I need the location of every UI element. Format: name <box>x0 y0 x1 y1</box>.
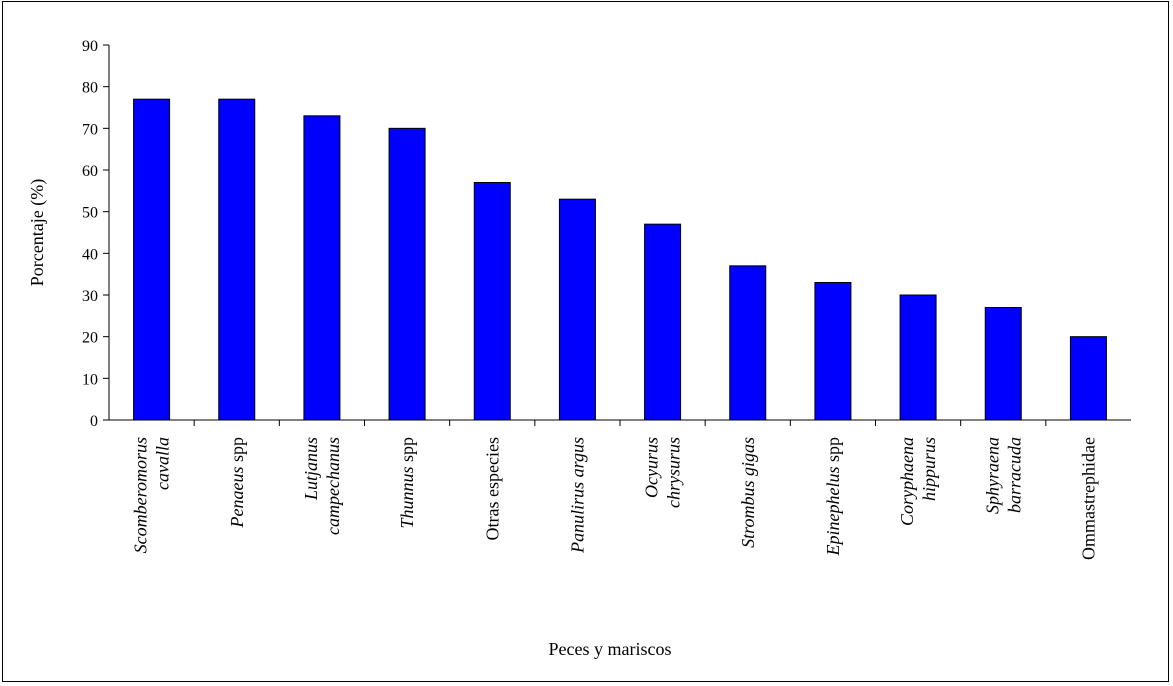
y-tick-label: 70 <box>82 121 98 138</box>
x-tick-label: Ocyurus <box>642 437 662 498</box>
x-tick-label-part: Panulirus argus <box>567 437 587 554</box>
x-tick-label: Ommastrephidae <box>1078 437 1098 560</box>
x-tick-label-group: Coryphaena hippurus <box>897 437 939 526</box>
x-tick-label-group: Ommastrephidae <box>1078 437 1098 560</box>
x-tick-label-part: Thunnus <box>397 467 417 529</box>
y-axis-title: Porcentaje (%) <box>27 179 48 286</box>
x-tick-label-part: chrysurus <box>664 437 684 508</box>
x-tick-label-part: cavalla <box>153 437 173 490</box>
y-tick-label: 0 <box>90 413 98 430</box>
x-tick-label-part: Epinephelus <box>823 467 843 557</box>
y-tick-label: 20 <box>82 330 98 347</box>
y-tick-label: 30 <box>82 288 98 305</box>
x-tick-label: chrysurus <box>664 437 684 508</box>
x-tick-label: Scomberomorus <box>131 437 151 553</box>
x-tick-label-part: Scomberomorus <box>131 437 151 553</box>
bar <box>814 282 852 421</box>
bar <box>473 182 511 421</box>
bar <box>1069 336 1107 421</box>
x-tick-label-group: Scomberomorus cavalla <box>131 437 173 553</box>
x-tick-label-part: spp <box>397 437 417 467</box>
x-axis-title: Peces y mariscos <box>549 639 672 659</box>
x-tick-label: Coryphaena <box>897 437 917 526</box>
x-tick-label: Sphyraena <box>982 437 1002 514</box>
x-tick-label: Lutjanus <box>301 437 321 501</box>
bar <box>133 98 171 421</box>
x-tick-label: Thunnus spp <box>397 437 417 529</box>
x-tick-label-group: Thunnus spp <box>397 437 417 529</box>
x-tick-label-part: Ocyurus <box>642 437 662 498</box>
x-tick-label-part: Coryphaena <box>897 437 917 526</box>
bar <box>303 115 341 421</box>
bar <box>729 265 767 421</box>
x-tick-label-part: spp <box>227 437 247 467</box>
x-tick-label: Strombus gigas <box>738 437 758 548</box>
bar-chart: 0 10 20 30 40 50 60 70 80 90 Porcentaje (%) Scomber… <box>27 38 1131 659</box>
x-tick-label: barracuda <box>1004 437 1024 513</box>
x-tick-label-part: Penaeus <box>227 467 247 529</box>
x-tick-label-part: barracuda <box>1004 437 1024 513</box>
y-tick-label: 90 <box>82 38 98 55</box>
x-tick-label-part: Strombus gigas <box>738 437 758 548</box>
x-tick-label: cavalla <box>153 437 173 490</box>
x-tick-label: Panulirus argus <box>567 437 587 554</box>
x-tick-label-part: spp <box>823 437 843 467</box>
y-tick-label: 10 <box>82 371 98 388</box>
x-tick-label-group: Otras especies <box>482 437 502 540</box>
x-tick-label-part: campechanus <box>323 437 343 535</box>
x-tick-label-group: Lutjanus campechanus <box>301 437 343 535</box>
x-tick-label-part: Lutjanus <box>301 437 321 501</box>
bar <box>388 127 426 421</box>
y-tick-label: 50 <box>82 205 98 222</box>
x-tick-label-group: Sphyraena barracuda <box>982 437 1024 514</box>
y-tick-label: 40 <box>82 246 98 263</box>
y-tick-label: 60 <box>82 163 98 180</box>
x-tick-label-part: Ommastrephidae <box>1078 437 1098 560</box>
x-tick-label: Epinephelus spp <box>823 437 843 557</box>
bar <box>218 98 256 421</box>
x-tick-label: campechanus <box>323 437 343 535</box>
x-tick-label-part: hippurus <box>919 437 939 501</box>
bar <box>984 307 1022 421</box>
x-tick-label-group: Penaeus spp <box>227 437 247 529</box>
x-tick-label-group: Panulirus argus <box>567 437 587 554</box>
bar <box>644 223 682 421</box>
x-tick-label-part: Otras especies <box>482 437 502 540</box>
x-tick-label-group: Ocyurus chrysurus <box>642 437 684 508</box>
bar <box>899 294 937 421</box>
x-tick-label-part: Sphyraena <box>982 437 1002 514</box>
y-tick-label: 80 <box>82 80 98 97</box>
x-tick-label-group: Strombus gigas <box>738 437 758 548</box>
x-tick-label: Penaeus spp <box>227 437 247 529</box>
x-tick-label: Otras especies <box>482 437 502 540</box>
x-tick-label-group: Epinephelus spp <box>823 437 843 557</box>
x-tick-label: hippurus <box>919 437 939 501</box>
bar <box>558 198 596 421</box>
